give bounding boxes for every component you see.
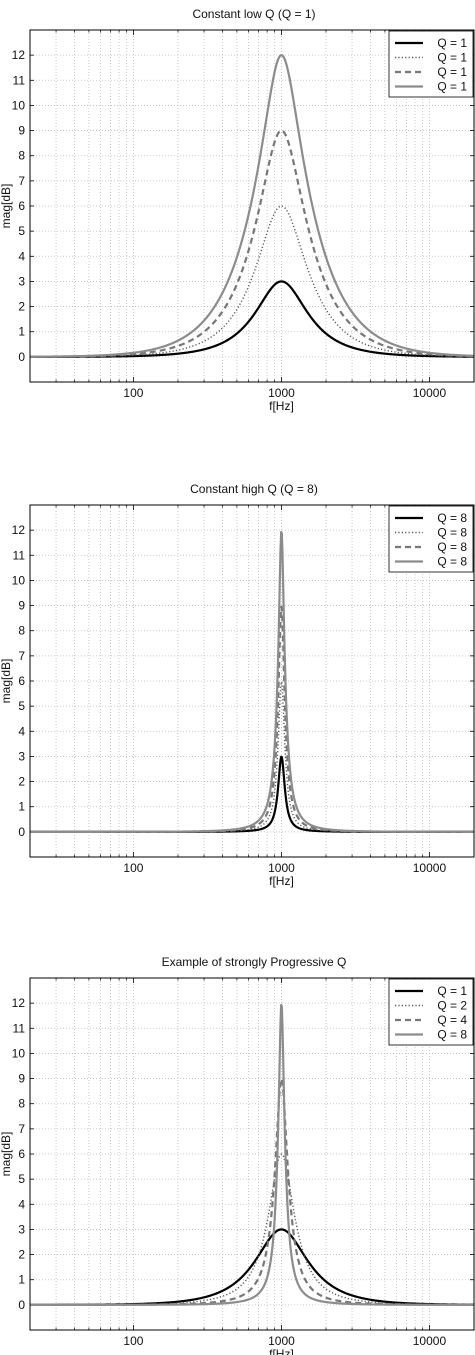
y-tick-label: 2 <box>18 1248 25 1262</box>
y-tick-label: 2 <box>18 775 25 789</box>
y-tick-label: 11 <box>13 1021 26 1035</box>
x-tick-label: 100 <box>123 861 143 875</box>
legend-label: Q = 8 <box>437 1028 467 1042</box>
y-tick-label: 7 <box>18 649 25 663</box>
legend-label: Q = 1 <box>437 984 467 998</box>
legend-label: Q = 4 <box>437 1013 467 1027</box>
x-axis-label: f[Hz] <box>269 399 294 413</box>
series-line-4 <box>30 530 474 833</box>
axes-frame <box>29 977 475 1331</box>
legend-label: Q = 1 <box>437 80 467 94</box>
series-line-4 <box>30 1003 474 1306</box>
y-tick-label: 8 <box>18 149 25 163</box>
y-tick-label: 5 <box>18 1172 25 1186</box>
legend-label: Q = 1 <box>437 65 467 79</box>
y-tick-label: 9 <box>18 124 25 138</box>
legend: Q = 8Q = 8Q = 8Q = 8 <box>388 505 474 573</box>
chart-panel-2: Constant high Q (Q = 8) 0 1 2 3 4 5 6 7 8 9 10 11 12 1… <box>0 475 475 888</box>
y-tick-label: 12 <box>12 48 26 62</box>
legend-label: Q = 8 <box>437 511 467 525</box>
y-tick-label: 1 <box>18 1273 25 1287</box>
y-tick-label: 9 <box>18 1072 25 1086</box>
x-tick-label: 10000 <box>413 386 447 400</box>
x-tick-label: 10000 <box>413 861 447 875</box>
x-axis-label: f[Hz] <box>269 874 294 888</box>
y-tick-label: 4 <box>18 724 25 738</box>
y-tick-label: 10 <box>12 98 26 112</box>
y-tick-label: 8 <box>18 1097 25 1111</box>
chart-svg-2: Constant high Q (Q = 8)01234567891011121… <box>0 482 475 888</box>
y-tick-label: 5 <box>18 699 25 713</box>
x-tick-label: 1000 <box>268 386 295 400</box>
y-tick-label: 12 <box>12 996 26 1010</box>
y-tick-label: 3 <box>18 274 25 288</box>
legend: Q = 1Q = 2Q = 4Q = 8 <box>388 978 474 1046</box>
y-tick-label: 9 <box>18 599 25 613</box>
legend: Q = 1Q = 1Q = 1Q = 1 <box>388 30 474 98</box>
y-tick-label: 1 <box>18 800 25 814</box>
legend-label: Q = 1 <box>437 36 467 50</box>
y-tick-label: 0 <box>18 350 25 364</box>
y-tick-label: 7 <box>18 174 25 188</box>
x-axis-label: f[Hz] <box>269 1347 294 1355</box>
y-tick-label: 11 <box>13 548 26 562</box>
y-tick-label: 6 <box>18 199 25 213</box>
legend-label: Q = 8 <box>437 526 467 540</box>
y-tick-label: 7 <box>18 1122 25 1136</box>
y-axis-label: mag[dB] <box>0 184 13 229</box>
series-line-2 <box>30 681 474 833</box>
axes-frame <box>29 504 475 858</box>
y-tick-label: 8 <box>18 624 25 638</box>
y-axis-label: mag[dB] <box>0 1132 13 1177</box>
y-tick-label: 0 <box>18 1298 25 1312</box>
y-tick-label: 6 <box>18 1147 25 1161</box>
y-tick-label: 1 <box>18 325 25 339</box>
y-tick-label: 10 <box>12 573 26 587</box>
x-tick-label: 1000 <box>268 1334 295 1348</box>
x-tick-label: 10000 <box>413 1334 447 1348</box>
y-axis-label: mag[dB] <box>0 659 13 704</box>
x-tick-label: 100 <box>123 1334 143 1348</box>
legend-label: Q = 8 <box>437 555 467 569</box>
chart-svg-1: Constant low Q (Q = 1)012345678910111210… <box>0 7 475 413</box>
chart-svg-3: Example of strongly Progressive Q0123456… <box>0 955 475 1355</box>
y-tick-label: 4 <box>18 1197 25 1211</box>
y-tick-label: 0 <box>18 825 25 839</box>
legend-label: Q = 1 <box>437 51 467 65</box>
y-tick-label: 3 <box>18 1222 25 1236</box>
y-tick-label: 11 <box>13 73 26 87</box>
series-line-4 <box>30 54 474 358</box>
y-tick-label: 2 <box>18 300 25 314</box>
chart-title: Constant high Q (Q = 8) <box>190 482 318 496</box>
x-tick-label: 1000 <box>268 861 295 875</box>
x-tick-label: 100 <box>123 386 143 400</box>
axes-frame <box>29 29 475 383</box>
legend-label: Q = 8 <box>437 540 467 554</box>
legend-label: Q = 2 <box>437 999 467 1013</box>
chart-title: Example of strongly Progressive Q <box>162 955 347 969</box>
y-tick-label: 5 <box>18 224 25 238</box>
chart-title: Constant low Q (Q = 1) <box>192 7 315 21</box>
y-tick-label: 3 <box>18 749 25 763</box>
y-tick-label: 4 <box>18 249 25 263</box>
y-tick-label: 6 <box>18 674 25 688</box>
y-tick-label: 10 <box>12 1046 26 1060</box>
chart-panel-1: Constant low Q (Q = 1) 0 1 2 3 4 5 6 7 8 9 10 11 12 10… <box>0 0 475 413</box>
y-tick-label: 12 <box>12 523 26 537</box>
